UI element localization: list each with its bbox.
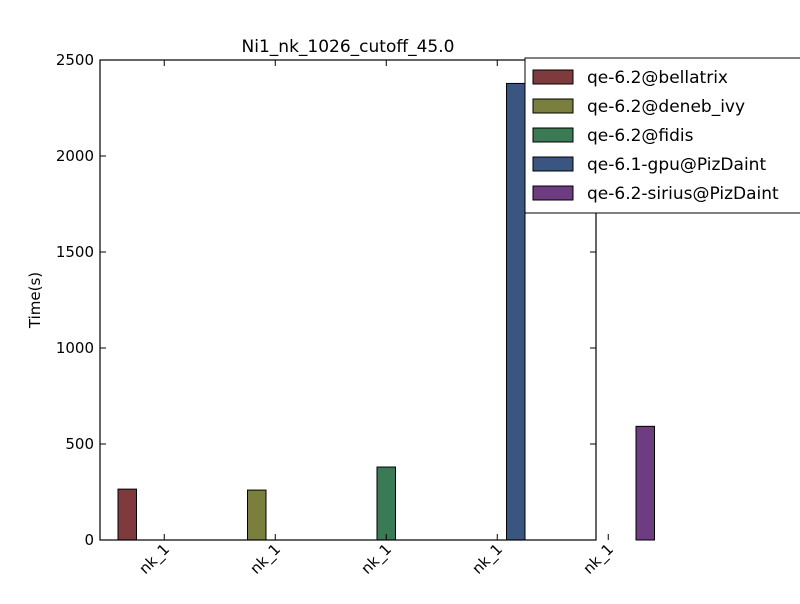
legend: qe-6.2@bellatrix qe-6.2@deneb_ivy qe-6.2@f… [524, 57, 800, 214]
bar-qe-6-1-gpu-pizdaint [506, 82, 526, 541]
legend-swatch [532, 156, 574, 172]
bar-qe-6-2-sirius-pizdaint [635, 425, 655, 541]
bars-layer [117, 82, 655, 541]
x-tick-label: nk_1 [246, 540, 284, 578]
legend-swatch [532, 69, 574, 85]
y-tick-label: 2500 [56, 51, 94, 69]
legend-swatch [532, 127, 574, 143]
bar-qe-6-2-fidis [376, 466, 396, 541]
legend-label: qe-6.2-sirius@PizDaint [587, 184, 779, 204]
y-tick-label: 500 [65, 435, 94, 453]
chart-title: Ni1_nk_1026_cutoff_45.0 [242, 37, 455, 57]
legend-label: qe-6.2@fidis [587, 126, 694, 146]
y-tick-label: 1000 [56, 339, 94, 357]
plot-frame [99, 59, 597, 541]
legend-swatch [532, 98, 574, 114]
bar-qe-6-2-deneb-ivy [247, 489, 267, 541]
legend-label: qe-6.1-gpu@PizDaint [587, 155, 766, 175]
x-tick-label: nk_1 [579, 540, 617, 578]
y-tick-label: 2000 [56, 147, 94, 165]
y-tick-label: 0 [84, 531, 94, 549]
x-tick-label: nk_1 [135, 540, 173, 578]
legend-label: qe-6.2@deneb_ivy [587, 97, 745, 117]
bar-qe-6-2-bellatrix [117, 488, 137, 541]
x-tick-label: nk_1 [468, 540, 506, 578]
x-tick-label: nk_1 [357, 540, 395, 578]
y-axis-label: Time(s) [26, 272, 44, 329]
y-tick-label: 1500 [56, 243, 94, 261]
legend-swatch [532, 185, 574, 201]
legend-label: qe-6.2@bellatrix [587, 68, 728, 88]
